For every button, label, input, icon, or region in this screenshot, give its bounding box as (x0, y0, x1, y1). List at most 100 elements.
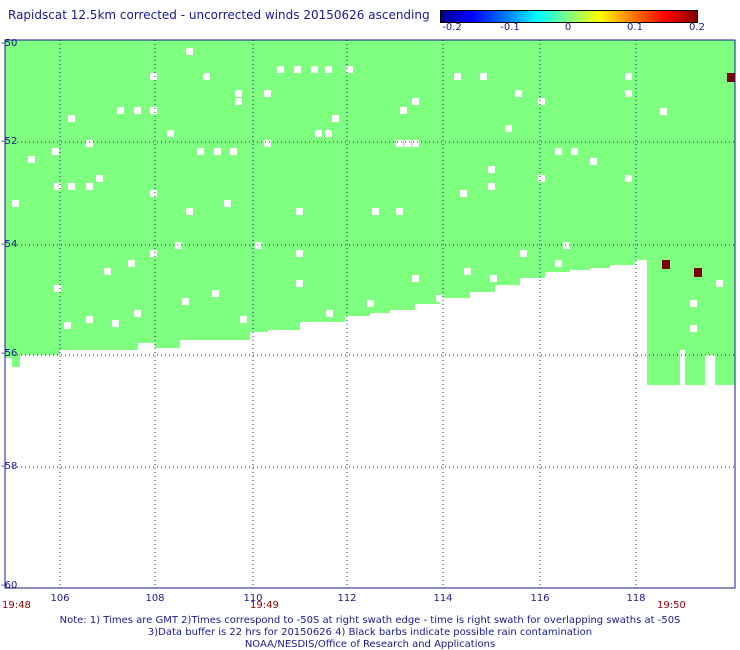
lon-label: 116 (530, 593, 550, 604)
missing-cell (396, 208, 403, 215)
missing-cell (150, 73, 157, 80)
missing-cell (294, 66, 301, 73)
time-label: 19:48 (2, 600, 31, 611)
missing-cell (625, 175, 632, 182)
missing-cell (400, 107, 407, 114)
missing-cell (490, 275, 497, 282)
missing-cell (660, 108, 667, 115)
missing-cell (367, 300, 374, 307)
missing-cell (412, 98, 419, 105)
colorbar-label: -0.2 (442, 22, 462, 33)
missing-cell (325, 130, 332, 137)
time-label: 19:49 (250, 600, 279, 611)
lat-label: -50 (1, 38, 18, 49)
missing-cell (230, 148, 237, 155)
missing-cell (186, 208, 193, 215)
missing-cell (515, 90, 522, 97)
lat-label: -56 (1, 348, 18, 359)
missing-cell (505, 125, 512, 132)
missing-cell (182, 298, 189, 305)
missing-cell (571, 148, 578, 155)
missing-cell (240, 316, 247, 323)
missing-cell (346, 66, 353, 73)
missing-cell (104, 268, 111, 275)
missing-cell (315, 130, 322, 137)
missing-cell (372, 208, 379, 215)
colorbar-label: 0 (564, 22, 572, 33)
colorbar-label: 0.2 (689, 22, 705, 33)
lon-label: 114 (433, 593, 453, 604)
colorbar-label: -0.1 (500, 22, 520, 33)
missing-cell (690, 300, 697, 307)
missing-cell (68, 183, 75, 190)
missing-cell (86, 316, 93, 323)
missing-cell (86, 140, 93, 147)
missing-cell (625, 73, 632, 80)
missing-cell (296, 280, 303, 287)
missing-cell (52, 148, 59, 155)
missing-cell (590, 158, 597, 165)
data-gaps (12, 48, 723, 332)
missing-cell (214, 148, 221, 155)
missing-cell (538, 175, 545, 182)
missing-cell (296, 250, 303, 257)
lat-label: -60 (1, 580, 18, 591)
missing-cell (64, 322, 71, 329)
missing-cell (264, 90, 271, 97)
missing-cell (690, 325, 697, 332)
lon-label: 108 (145, 593, 165, 604)
missing-cell (404, 140, 411, 147)
missing-cell (563, 242, 570, 249)
colorbar (440, 10, 698, 23)
missing-cell (54, 183, 61, 190)
note-line: 3)Data buffer is 22 hrs for 20150626 4) … (147, 627, 593, 638)
missing-cell (186, 48, 193, 55)
missing-cell (224, 200, 231, 207)
missing-cell (68, 115, 75, 122)
missing-cell (625, 90, 632, 97)
missing-cell (296, 208, 303, 215)
missing-cell (12, 200, 19, 207)
map-frame (4, 39, 736, 589)
missing-cell (412, 275, 419, 282)
missing-cell (175, 242, 182, 249)
lat-label: -54 (1, 239, 18, 250)
missing-cell (555, 148, 562, 155)
lat-label: -52 (1, 136, 18, 147)
missing-cell (464, 268, 471, 275)
missing-cell (134, 310, 141, 317)
lon-label: 110 (243, 593, 263, 604)
rain-cell (727, 73, 735, 82)
rain-flags (662, 73, 735, 277)
missing-cell (538, 98, 545, 105)
missing-cell (203, 73, 210, 80)
missing-cell (326, 310, 333, 317)
rain-cell (694, 268, 702, 277)
lat-lon-grid (5, 40, 735, 588)
missing-cell (235, 90, 242, 97)
missing-cell (197, 148, 204, 155)
missing-cell (311, 66, 318, 73)
missing-cell (86, 183, 93, 190)
note-line: NOAA/NESDIS/Office of Research and Appli… (244, 639, 496, 650)
missing-cell (150, 107, 157, 114)
missing-cell (134, 107, 141, 114)
missing-cell (212, 290, 219, 297)
missing-cell (332, 115, 339, 122)
missing-cell (480, 73, 487, 80)
map-title: Rapidscat 12.5km corrected - uncorrected… (8, 8, 430, 22)
missing-cell (150, 190, 157, 197)
lon-label: 112 (337, 593, 357, 604)
missing-cell (412, 140, 419, 147)
missing-cell (235, 98, 242, 105)
lon-label: 118 (626, 593, 646, 604)
missing-cell (117, 107, 124, 114)
missing-cell (167, 130, 174, 137)
missing-cell (150, 250, 157, 257)
missing-cell (112, 320, 119, 327)
lon-label: 106 (50, 593, 70, 604)
lat-label: -58 (1, 461, 18, 472)
missing-cell (54, 285, 61, 292)
missing-cell (436, 295, 443, 302)
